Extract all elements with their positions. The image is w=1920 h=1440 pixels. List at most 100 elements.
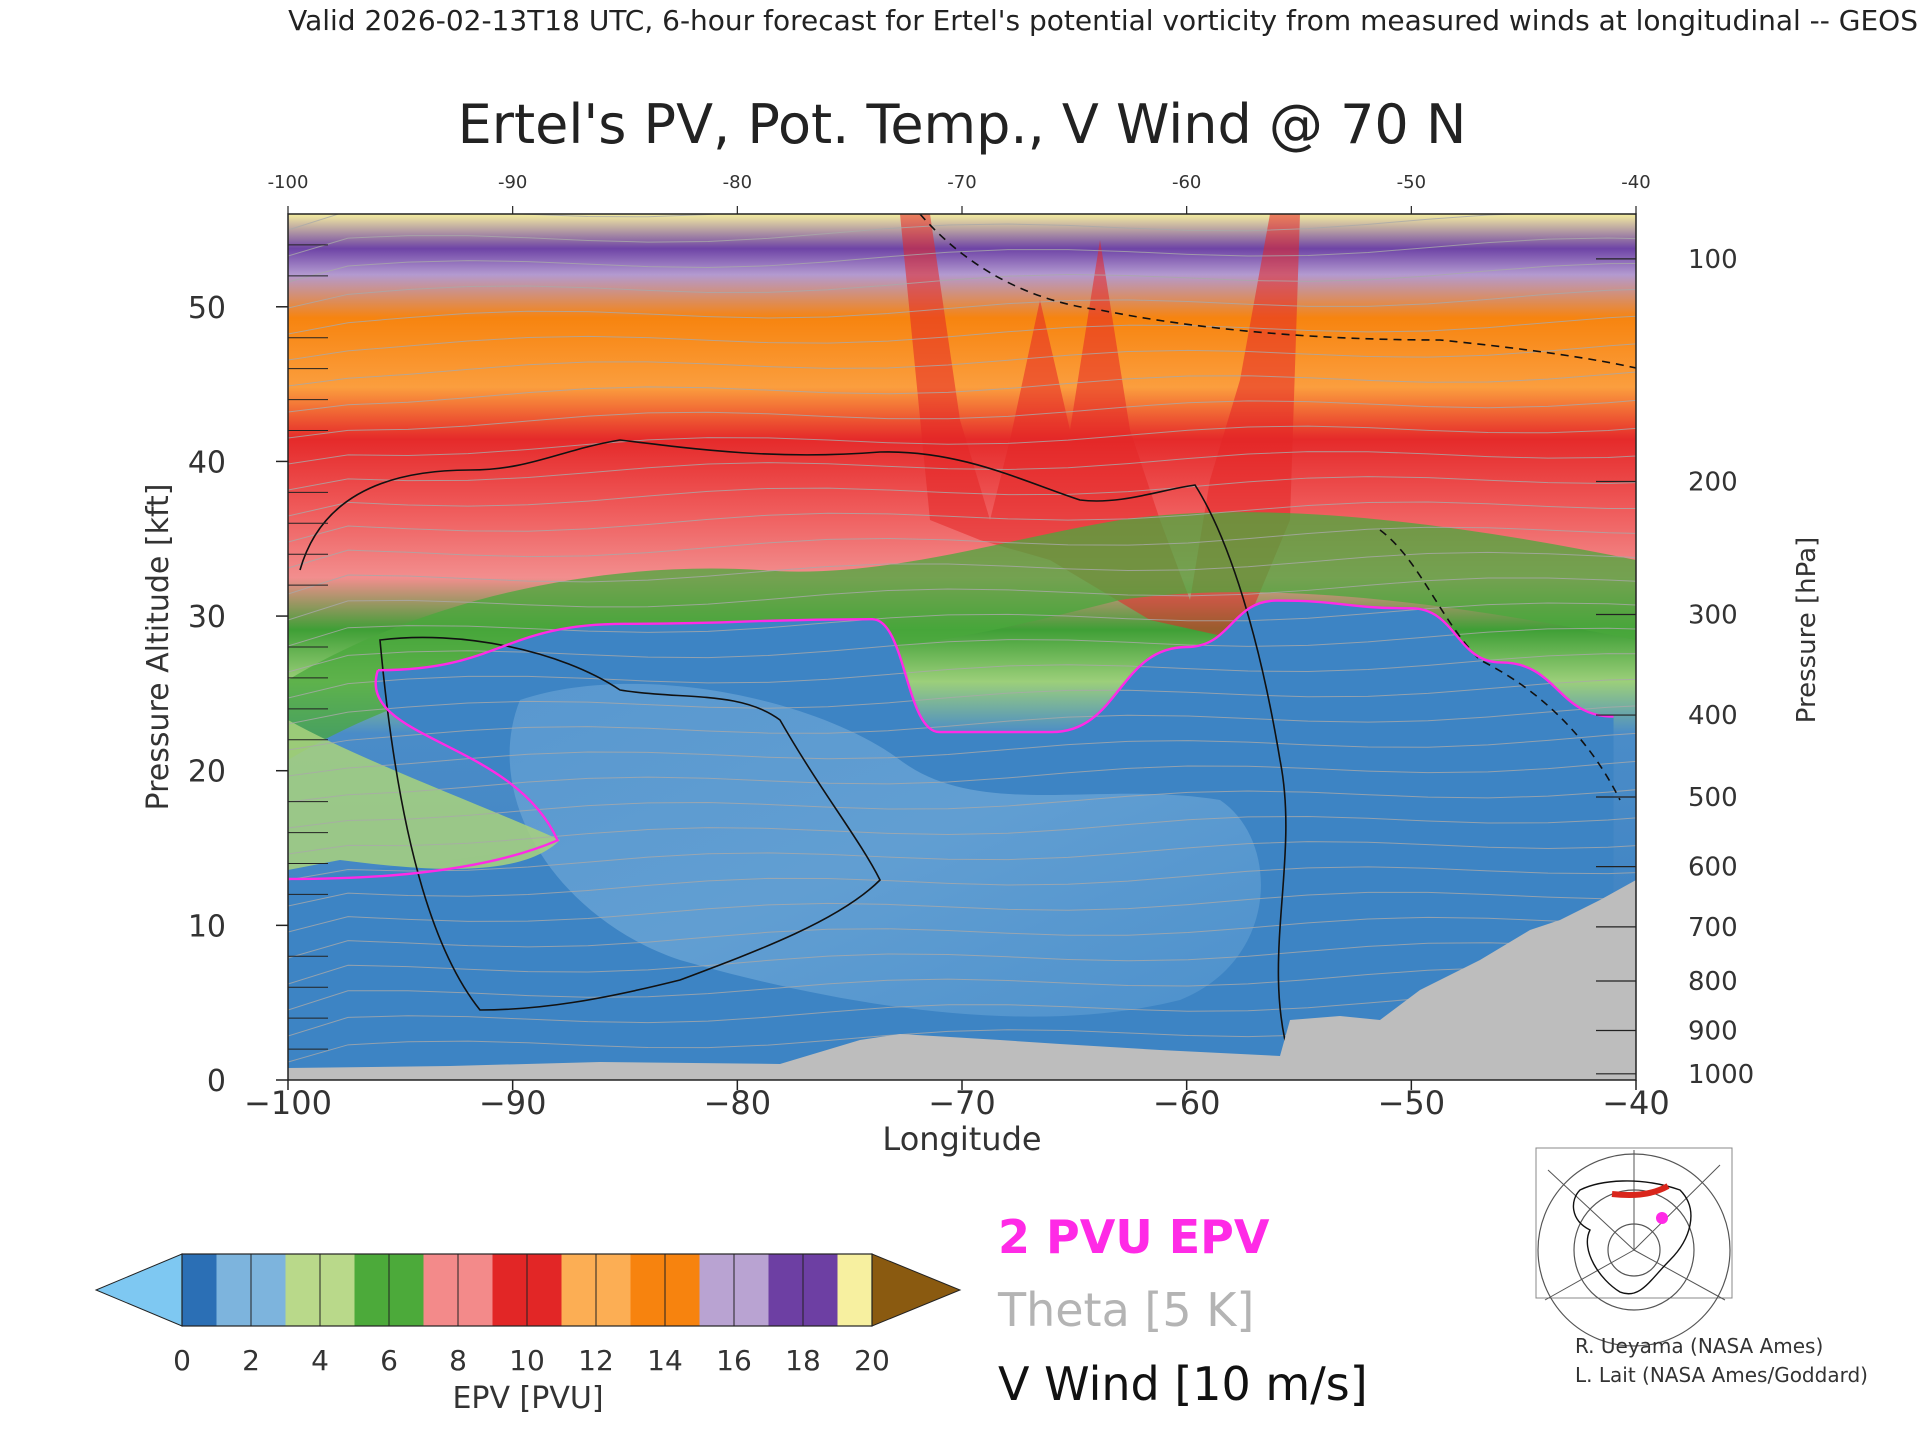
colorbar-tick-label: 0 (173, 1344, 191, 1377)
header-text: Valid 2026-02-13T18 UTC, 6-hour forecast… (288, 4, 1918, 37)
colorbar-swatch (596, 1254, 631, 1326)
colorbar-swatch (803, 1254, 838, 1326)
colorbar-swatch (423, 1254, 458, 1326)
theta-line (288, 371, 1636, 413)
x-tick-label: −100 (244, 1084, 332, 1122)
vwind-contour-0 (299, 439, 1291, 1061)
theta-line (288, 162, 1668, 204)
theta-line (288, 501, 1636, 543)
colorbar-tick-label: 10 (509, 1344, 545, 1377)
legend-vwind: V Wind [10 m/s] (998, 1357, 1368, 1411)
theta-line (288, 942, 1636, 985)
theta-line (288, 263, 1636, 309)
terrain (288, 880, 1636, 1080)
map-section-track (1611, 1183, 1670, 1198)
colorbar-swatch (492, 1254, 527, 1326)
colorbar-swatch (768, 1254, 803, 1326)
colorbar-tick-label: 16 (716, 1344, 752, 1377)
colorbar-swatch (285, 1254, 320, 1326)
x-top-tick-label: -50 (1397, 172, 1426, 193)
y2-tick-label: 800 (1688, 967, 1738, 997)
theta-line (288, 476, 1636, 517)
theta-line (288, 815, 1636, 855)
x-tick-label: −60 (1153, 1084, 1221, 1122)
y2-tick-label: 900 (1688, 1017, 1738, 1047)
x-top-tick-label: -70 (947, 172, 976, 193)
x-top-tick-label: -40 (1621, 172, 1650, 193)
theta-line (288, 551, 1636, 595)
theta-line (288, 653, 1636, 699)
theta-line (288, 602, 1636, 647)
x-tick-label: −80 (704, 1084, 772, 1122)
theta-line (288, 916, 1636, 959)
x-axis: −100 −90 −80 −70 −60 −50 −40 (244, 1080, 1670, 1122)
colorbar-swatch (527, 1254, 562, 1326)
x-axis-label: Longitude (882, 1120, 1041, 1158)
colorbar-tick-label: 8 (449, 1344, 467, 1377)
colorbar-swatch (837, 1254, 872, 1326)
theta-line (288, 288, 1636, 335)
theta-line (288, 841, 1636, 881)
credit-2: L. Lait (NASA Ames/Goddard) (1575, 1363, 1868, 1387)
x-tick-label: −90 (479, 1084, 547, 1122)
colorbar-swatch (182, 1254, 217, 1326)
x-top-tick-label: -80 (723, 172, 752, 193)
y2-axis: 100 200 300 400 500 600 700 800 900 1000 (1596, 245, 1754, 1090)
x-top-tick-label: -60 (1172, 172, 1201, 193)
y-tick-label: 30 (188, 600, 226, 635)
colorbar-swatch (561, 1254, 596, 1326)
map-coastline (1572, 1180, 1692, 1295)
y2-tick-label: 300 (1688, 601, 1738, 631)
x-tick-label: −50 (1378, 1084, 1446, 1122)
x-top-tick-label: -90 (498, 172, 527, 193)
legend-pv2: 2 PVU EPV (998, 1210, 1270, 1264)
colorbar-swatch (216, 1254, 251, 1326)
y2-tick-label: 600 (1688, 853, 1738, 883)
theta-line (288, 789, 1636, 829)
colorbar-swatch (699, 1254, 734, 1326)
theta-line (288, 315, 1636, 361)
colorbar-over-arrow (871, 1253, 962, 1327)
colorbar-label: EPV [PVU] (452, 1381, 603, 1416)
inner-light-region (509, 683, 1261, 1017)
colorbar-tick-label: 18 (785, 1344, 821, 1377)
y2-tick-label: 1000 (1688, 1060, 1754, 1090)
colorbar-swatch (354, 1254, 389, 1326)
y-tick-label: 0 (207, 1064, 226, 1099)
y2-tick-label: 200 (1688, 468, 1738, 498)
vwind-contour-10 (379, 636, 881, 1011)
y-tick-label: 50 (188, 291, 226, 326)
theta-line (288, 399, 1636, 439)
chart-title: Ertel's PV, Pot. Temp., V Wind @ 70 N (458, 93, 1467, 156)
pv-intrusion (900, 214, 1300, 640)
theta-line (288, 967, 1636, 1011)
theta-line (288, 451, 1636, 491)
colorbar-swatch (665, 1254, 700, 1326)
colorbar: 0 2 4 6 8 10 12 14 16 18 20 (94, 1253, 962, 1377)
legend-theta: Theta [5 K] (997, 1283, 1254, 1337)
locator-map (1535, 1147, 1733, 1347)
x-tick-label: −70 (928, 1084, 996, 1122)
colorbar-frame (181, 1253, 873, 1327)
x-top-tick-label: -100 (268, 172, 309, 193)
theta-line (288, 237, 1636, 283)
theta-line (288, 627, 1636, 673)
y2-tick-label: 400 (1688, 701, 1738, 731)
x-axis-top: -100 -90 -80 -70 -60 -50 -40 (268, 172, 1651, 214)
theta-line (288, 705, 1636, 751)
y2-axis-label: Pressure [hPa] (1792, 537, 1822, 724)
map-location-dot (1656, 1212, 1668, 1224)
colorbar-tick-label: 4 (311, 1344, 329, 1377)
y-axis-label: Pressure Altitude [kft] (141, 484, 176, 811)
y2-tick-label: 700 (1688, 913, 1738, 943)
theta-line (288, 891, 1636, 933)
theta-line (288, 577, 1636, 621)
y-axis: 0 10 20 30 40 50 (188, 244, 328, 1099)
vwind-contour-upper (919, 214, 1636, 369)
y-tick-label: 20 (188, 755, 226, 790)
colorbar-swatch (389, 1254, 424, 1326)
y2-tick-label: 500 (1688, 783, 1738, 813)
theta-line (288, 678, 1636, 725)
colorbar-tick-label: 20 (854, 1344, 890, 1377)
